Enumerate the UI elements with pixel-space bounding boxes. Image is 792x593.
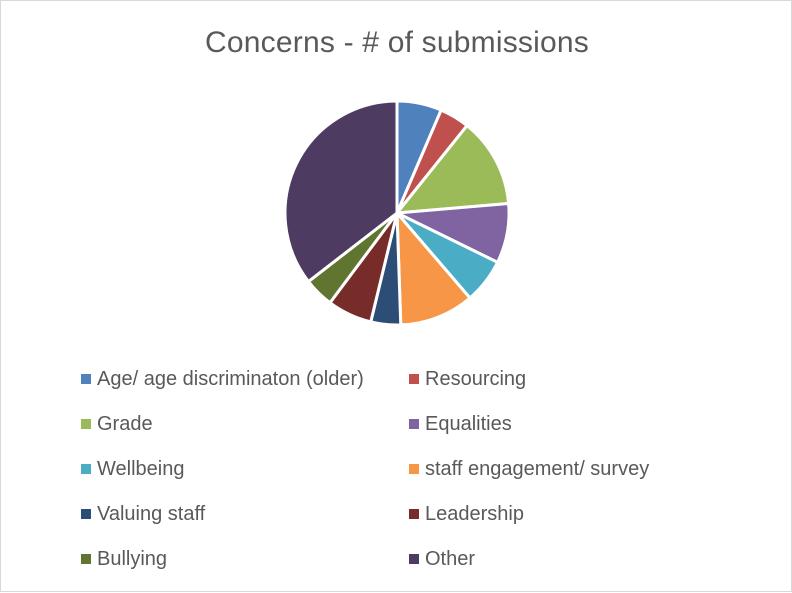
legend-item: Other [409, 541, 739, 577]
legend-label: Leadership [425, 502, 524, 525]
legend-item: Equalities [409, 406, 739, 442]
legend-item: Wellbeing [81, 451, 409, 487]
legend-item: Grade [81, 406, 409, 442]
legend-swatch [81, 464, 91, 474]
legend-item: Age/ age discriminaton (older) [81, 361, 409, 397]
legend-label: Other [425, 547, 476, 570]
pie-slice-3 [395, 124, 511, 215]
legend-label: staff engagement/ survey [425, 457, 650, 480]
legend-swatch [409, 554, 419, 564]
chart-title: Concerns - # of submissions [205, 26, 589, 59]
legend-label: Equalities [425, 412, 512, 435]
legend-item: Leadership [409, 496, 739, 532]
legend-item: Bullying [81, 541, 409, 577]
legend-item: Resourcing [409, 361, 739, 397]
legend-swatch [409, 419, 419, 429]
legend-swatch [81, 554, 91, 564]
legend-swatch [81, 374, 91, 384]
legend-swatch [81, 419, 91, 429]
pie-slice-10 [283, 99, 399, 284]
legend-label: Grade [97, 412, 153, 435]
legend-item: staff engagement/ survey [409, 451, 739, 487]
legend: Age/ age discriminaton (older) Resourcing… [81, 361, 741, 586]
legend-swatch [81, 509, 91, 519]
legend-swatch [409, 374, 419, 384]
legend-item: Valuing staff [81, 496, 409, 532]
legend-swatch [409, 509, 419, 519]
legend-label: Age/ age discriminaton (older) [97, 367, 364, 390]
legend-label: Bullying [97, 547, 168, 570]
legend-label: Valuing staff [97, 502, 206, 525]
legend-label: Resourcing [425, 367, 527, 390]
legend-swatch [409, 464, 419, 474]
legend-label: Wellbeing [97, 457, 185, 480]
